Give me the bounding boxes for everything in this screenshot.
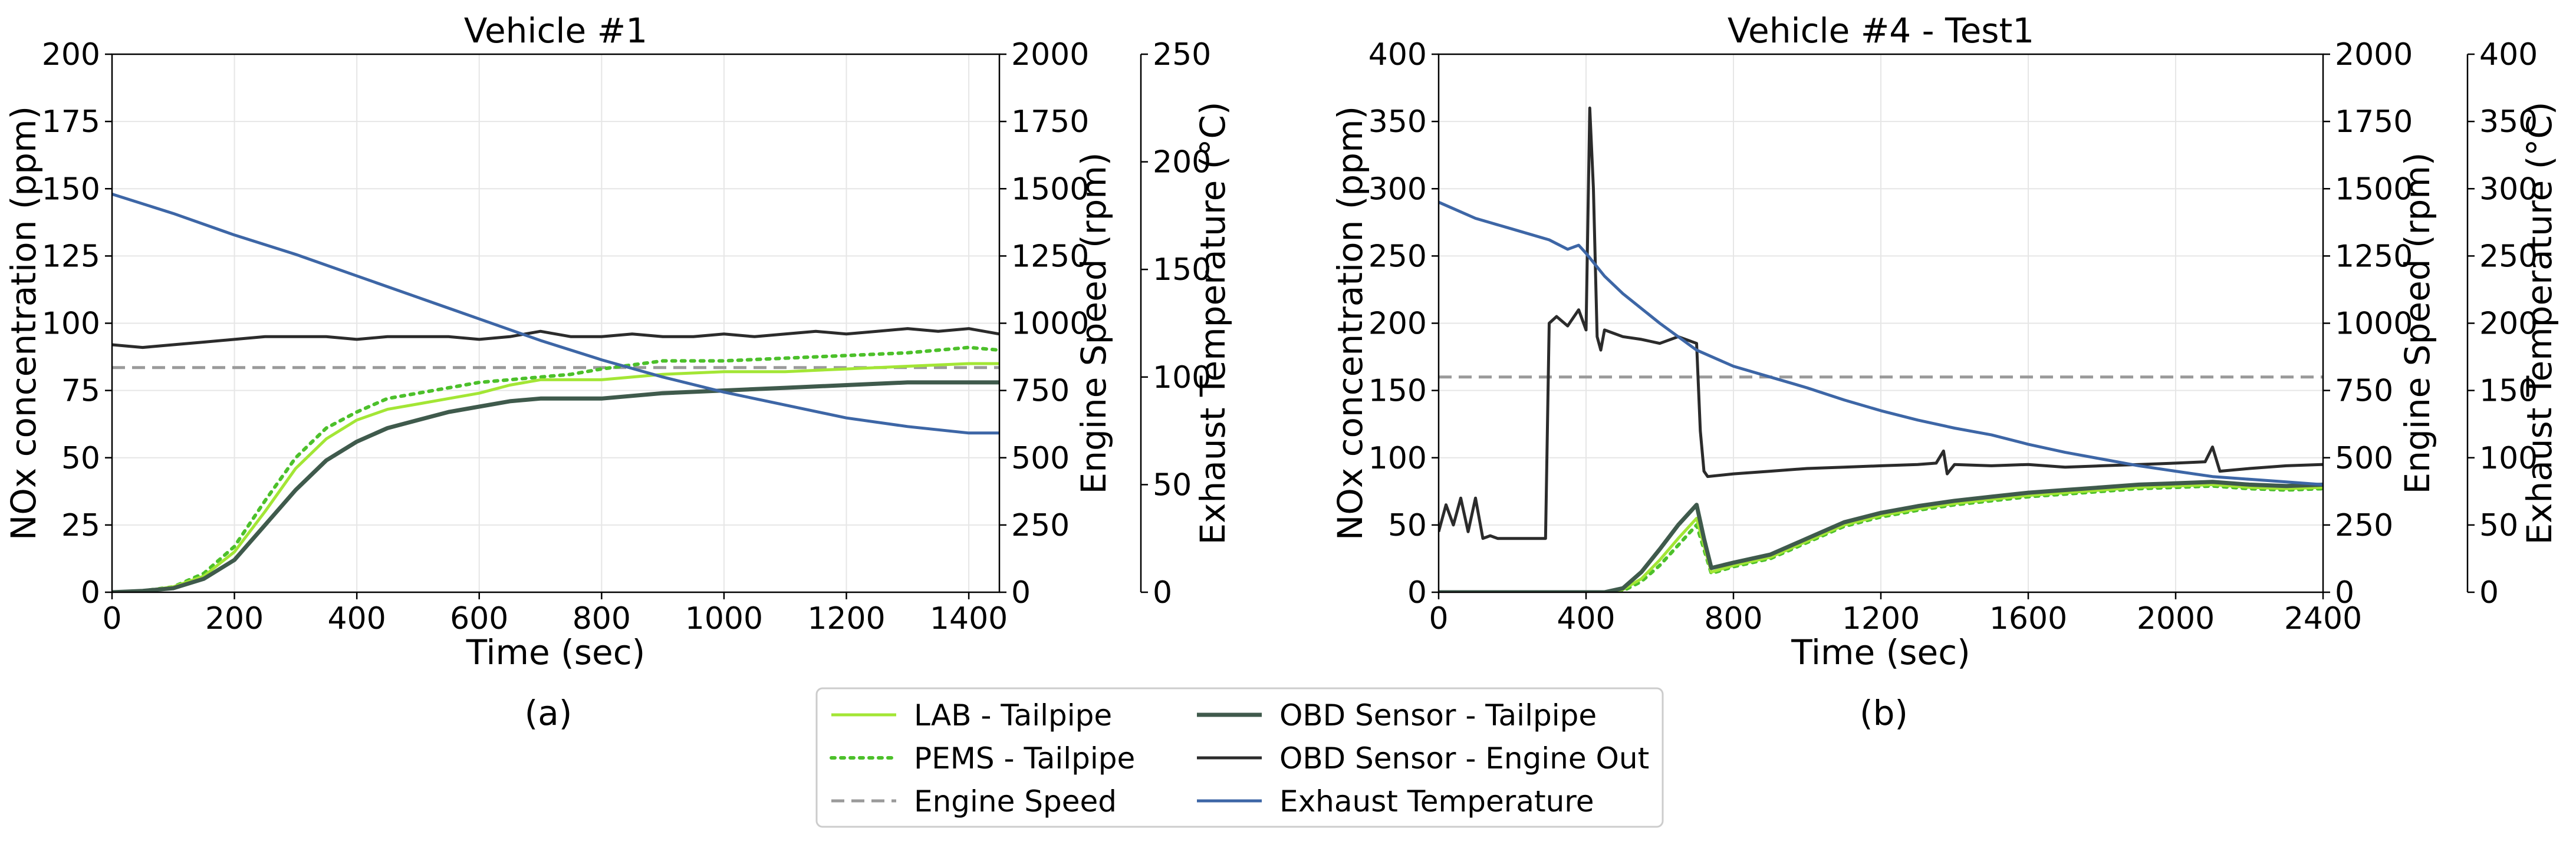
series-line-exhaust-temperature (112, 193, 999, 435)
x-tick-label: 1000 (685, 601, 763, 636)
y-tick-label-left: 50 (61, 441, 100, 476)
x-tick-label: 200 (205, 601, 264, 636)
y-axis-label-left: NOx concentration (ppm) (4, 106, 44, 540)
series-line-lab-tailpipe (112, 362, 999, 592)
y-tick-label-right1: 250 (2335, 508, 2393, 543)
y-tick-label-left: 200 (42, 37, 100, 72)
chart-panel-b: 0 400 800 1200 1600 2000 240005010015020025030… (1330, 11, 2559, 733)
y-tick-label-right1: 1750 (2335, 104, 2413, 140)
y-axis-label-right1: Engine Speed (rpm) (2397, 153, 2437, 494)
y-tick-label-left: 300 (1368, 171, 1427, 207)
y-tick-label-left: 75 (61, 374, 100, 409)
y-tick-label-left: 200 (1368, 306, 1427, 342)
x-tick-label: 800 (1704, 601, 1762, 636)
y-tick-label-left: 150 (42, 171, 100, 207)
panel-label: (a) (525, 693, 573, 733)
y-axis-label-right1: Engine Speed (rpm) (1074, 153, 1114, 494)
y-tick-label-right1: 0 (1011, 575, 1031, 611)
x-tick-label: 600 (450, 601, 508, 636)
y-tick-label-right2: 350 (2479, 104, 2538, 140)
series-group (1439, 106, 2323, 592)
y-tick-label-right1: 1250 (1011, 239, 1089, 274)
legend-label: OBD Sensor - Engine Out (1279, 741, 1649, 776)
y-tick-label-right1: 0 (2335, 575, 2354, 611)
y-tick-label-left: 175 (42, 104, 100, 140)
x-tick-label: 800 (573, 601, 631, 636)
x-tick-label: 400 (328, 601, 386, 636)
legend-label: PEMS - Tailpipe (914, 741, 1135, 776)
y-tick-label-right2: 50 (2479, 508, 2518, 543)
y-tick-label-right1: 1250 (2335, 239, 2413, 274)
legend-label: LAB - Tailpipe (914, 698, 1112, 732)
series-line-lab-tailpipe (1439, 483, 2323, 592)
y-tick-label-left: 150 (1368, 374, 1427, 409)
y-axis-label-right2: Exhaust Temperature (°C) (2519, 101, 2559, 545)
y-tick-label-right2: 100 (2479, 441, 2538, 476)
y-tick-label-right2: 200 (2479, 306, 2538, 342)
y-tick-label-left: 250 (1368, 239, 1427, 274)
y-tick-label-left: 0 (1407, 575, 1427, 611)
series-line-pems-tailpipe (112, 345, 999, 592)
legend-label: Engine Speed (914, 784, 1117, 819)
x-tick-label: 1200 (807, 601, 885, 636)
series-group (112, 193, 999, 592)
y-tick-label-right2: 0 (2479, 575, 2499, 611)
y-tick-label-left: 0 (81, 575, 100, 611)
y-tick-label-right2: 150 (2479, 374, 2538, 409)
x-tick-label: 1200 (1842, 601, 1920, 636)
x-tick-label: 400 (1557, 601, 1615, 636)
legend: LAB - Tailpipe PEMS - Tailpipe Engine Spee… (815, 687, 1664, 828)
y-tick-label-right1: 2000 (1011, 37, 1089, 72)
y-tick-label-right1: 500 (1011, 441, 1070, 476)
panel-label: (b) (1860, 693, 1908, 733)
series-line-exhaust-temperature (1439, 200, 2323, 486)
y-tick-label-right2: 300 (2479, 171, 2538, 207)
y-tick-label-left: 50 (1388, 508, 1427, 543)
y-tick-label-right2: 150 (1153, 252, 1211, 288)
y-tick-label-left: 100 (42, 306, 100, 342)
y-tick-label-left: 25 (61, 508, 100, 543)
y-tick-label-right1: 1500 (2335, 171, 2413, 207)
x-tick-label: 1400 (930, 601, 1008, 636)
y-tick-label-right2: 50 (1153, 467, 1192, 503)
y-tick-label-right2: 250 (1153, 37, 1211, 72)
grid (111, 54, 999, 593)
y-tick-label-left: 350 (1368, 104, 1427, 140)
y-tick-label-left: 400 (1368, 37, 1427, 72)
x-axis-label: Time (sec) (466, 632, 645, 672)
y-tick-label-right2: 250 (2479, 239, 2538, 274)
y-tick-label-right1: 2000 (2335, 37, 2413, 72)
x-tick-label: 0 (1429, 601, 1448, 636)
y-tick-label-right2: 100 (1153, 360, 1211, 395)
chart-panel-a: 0 200 400 600 800 1000 1200 1400025507510012515… (4, 11, 1233, 733)
x-tick-label: 2000 (2137, 601, 2215, 636)
y-tick-label-right1: 750 (1011, 374, 1070, 409)
chart-title: Vehicle #4 - Test1 (1728, 11, 2034, 51)
y-axis-label-right2: Exhaust Temperature (°C) (1193, 101, 1233, 545)
series-line-obd-sensor-tailpipe (112, 380, 999, 592)
y-tick-label-right2: 200 (1153, 145, 1211, 180)
y-tick-label-right2: 400 (2479, 37, 2538, 72)
x-tick-label: 1600 (1989, 601, 2067, 636)
y-tick-label-right1: 1500 (1011, 171, 1089, 207)
legend-label: Exhaust Temperature (1279, 784, 1594, 819)
y-tick-label-right2: 0 (1153, 575, 1172, 611)
y-tick-label-left: 100 (1368, 441, 1427, 476)
x-axis-label: Time (sec) (1791, 632, 1970, 672)
y-tick-label-left: 125 (42, 239, 100, 274)
y-axis-label-left: NOx concentration (ppm) (1330, 106, 1370, 540)
legend-label: OBD Sensor - Tailpipe (1279, 698, 1597, 732)
y-tick-label-right1: 750 (2335, 374, 2393, 409)
series-line-obd-sensor-tailpipe (1439, 480, 2323, 592)
chart-title: Vehicle #1 (464, 11, 647, 51)
y-tick-label-right1: 500 (2335, 441, 2393, 476)
series-line-obd-sensor-engine-out (112, 327, 999, 349)
y-tick-label-right1: 1750 (1011, 104, 1089, 140)
y-tick-label-right1: 1000 (1011, 306, 1089, 342)
x-tick-label: 0 (102, 601, 121, 636)
y-tick-label-right1: 250 (1011, 508, 1070, 543)
x-tick-label: 2400 (2284, 601, 2362, 636)
y-tick-label-right1: 1000 (2335, 306, 2413, 342)
